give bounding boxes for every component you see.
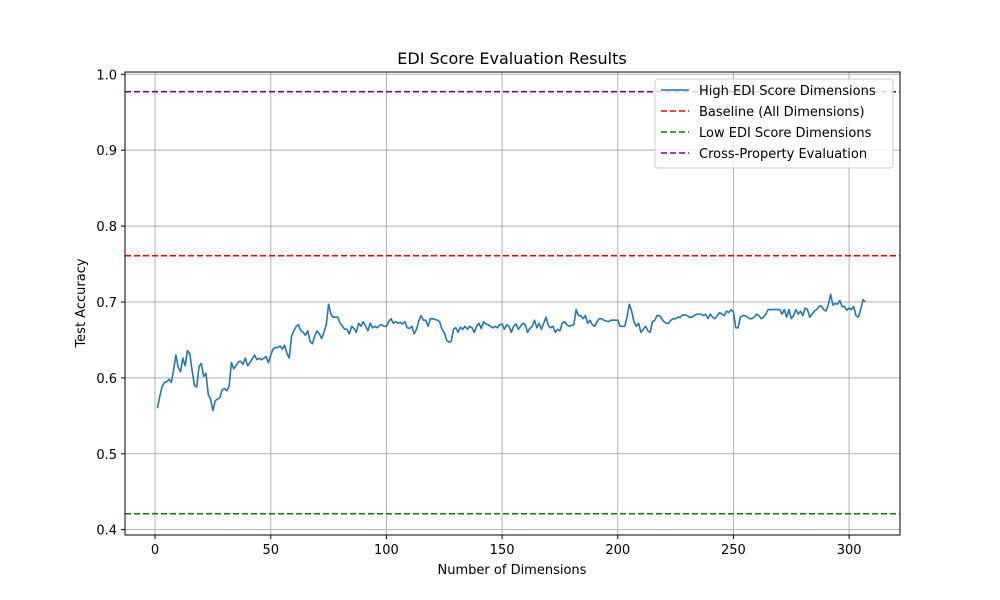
x-axis-title: Number of Dimensions	[438, 563, 587, 578]
y-axis: 0.4 0.5 0.6 0.7 0.8 0.9 1.0	[96, 68, 125, 539]
y-tick-label: 0.8	[96, 220, 117, 235]
x-tick-label: 0	[151, 543, 159, 558]
plot-frame	[124, 71, 901, 536]
y-tick-label: 0.4	[96, 524, 117, 539]
x-gridlines	[154, 72, 850, 535]
legend: High EDI Score Dimensions Baseline (All D…	[654, 78, 894, 169]
y-tick-label: 0.7	[96, 296, 117, 311]
x-tick-label: 250	[721, 543, 746, 558]
y-tick-label: 1.0	[96, 68, 117, 83]
y-tick-label: 0.9	[96, 144, 117, 159]
legend-label-low-edi-score-dimensions: Low EDI Score Dimensions	[699, 126, 872, 141]
y-gridlines	[125, 73, 900, 531]
legend-label-baseline-all-dimensions: Baseline (All Dimensions)	[699, 105, 865, 120]
x-tick-label: 50	[262, 543, 279, 558]
x-tick-label: 300	[837, 543, 862, 558]
x-axis: 0 50 100 150 200 250 300	[151, 535, 862, 558]
legend-box	[654, 78, 894, 169]
x-tick-label: 150	[490, 543, 515, 558]
series-line-high-edi-score-dimensions	[156, 293, 866, 412]
y-axis-title: Test Accuracy	[74, 258, 89, 348]
y-tick-label: 0.5	[96, 448, 117, 463]
series-layer	[125, 90, 900, 515]
legend-label-high-edi-score-dimensions: High EDI Score Dimensions	[699, 84, 876, 99]
chart-title: EDI Score Evaluation Results	[397, 49, 626, 68]
legend-label-cross-property-evaluation: Cross-Property Evaluation	[699, 147, 867, 162]
plot-area	[124, 71, 901, 536]
y-tick-label: 0.6	[96, 372, 117, 387]
x-tick-label: 100	[374, 543, 399, 558]
x-tick-label: 200	[605, 543, 630, 558]
